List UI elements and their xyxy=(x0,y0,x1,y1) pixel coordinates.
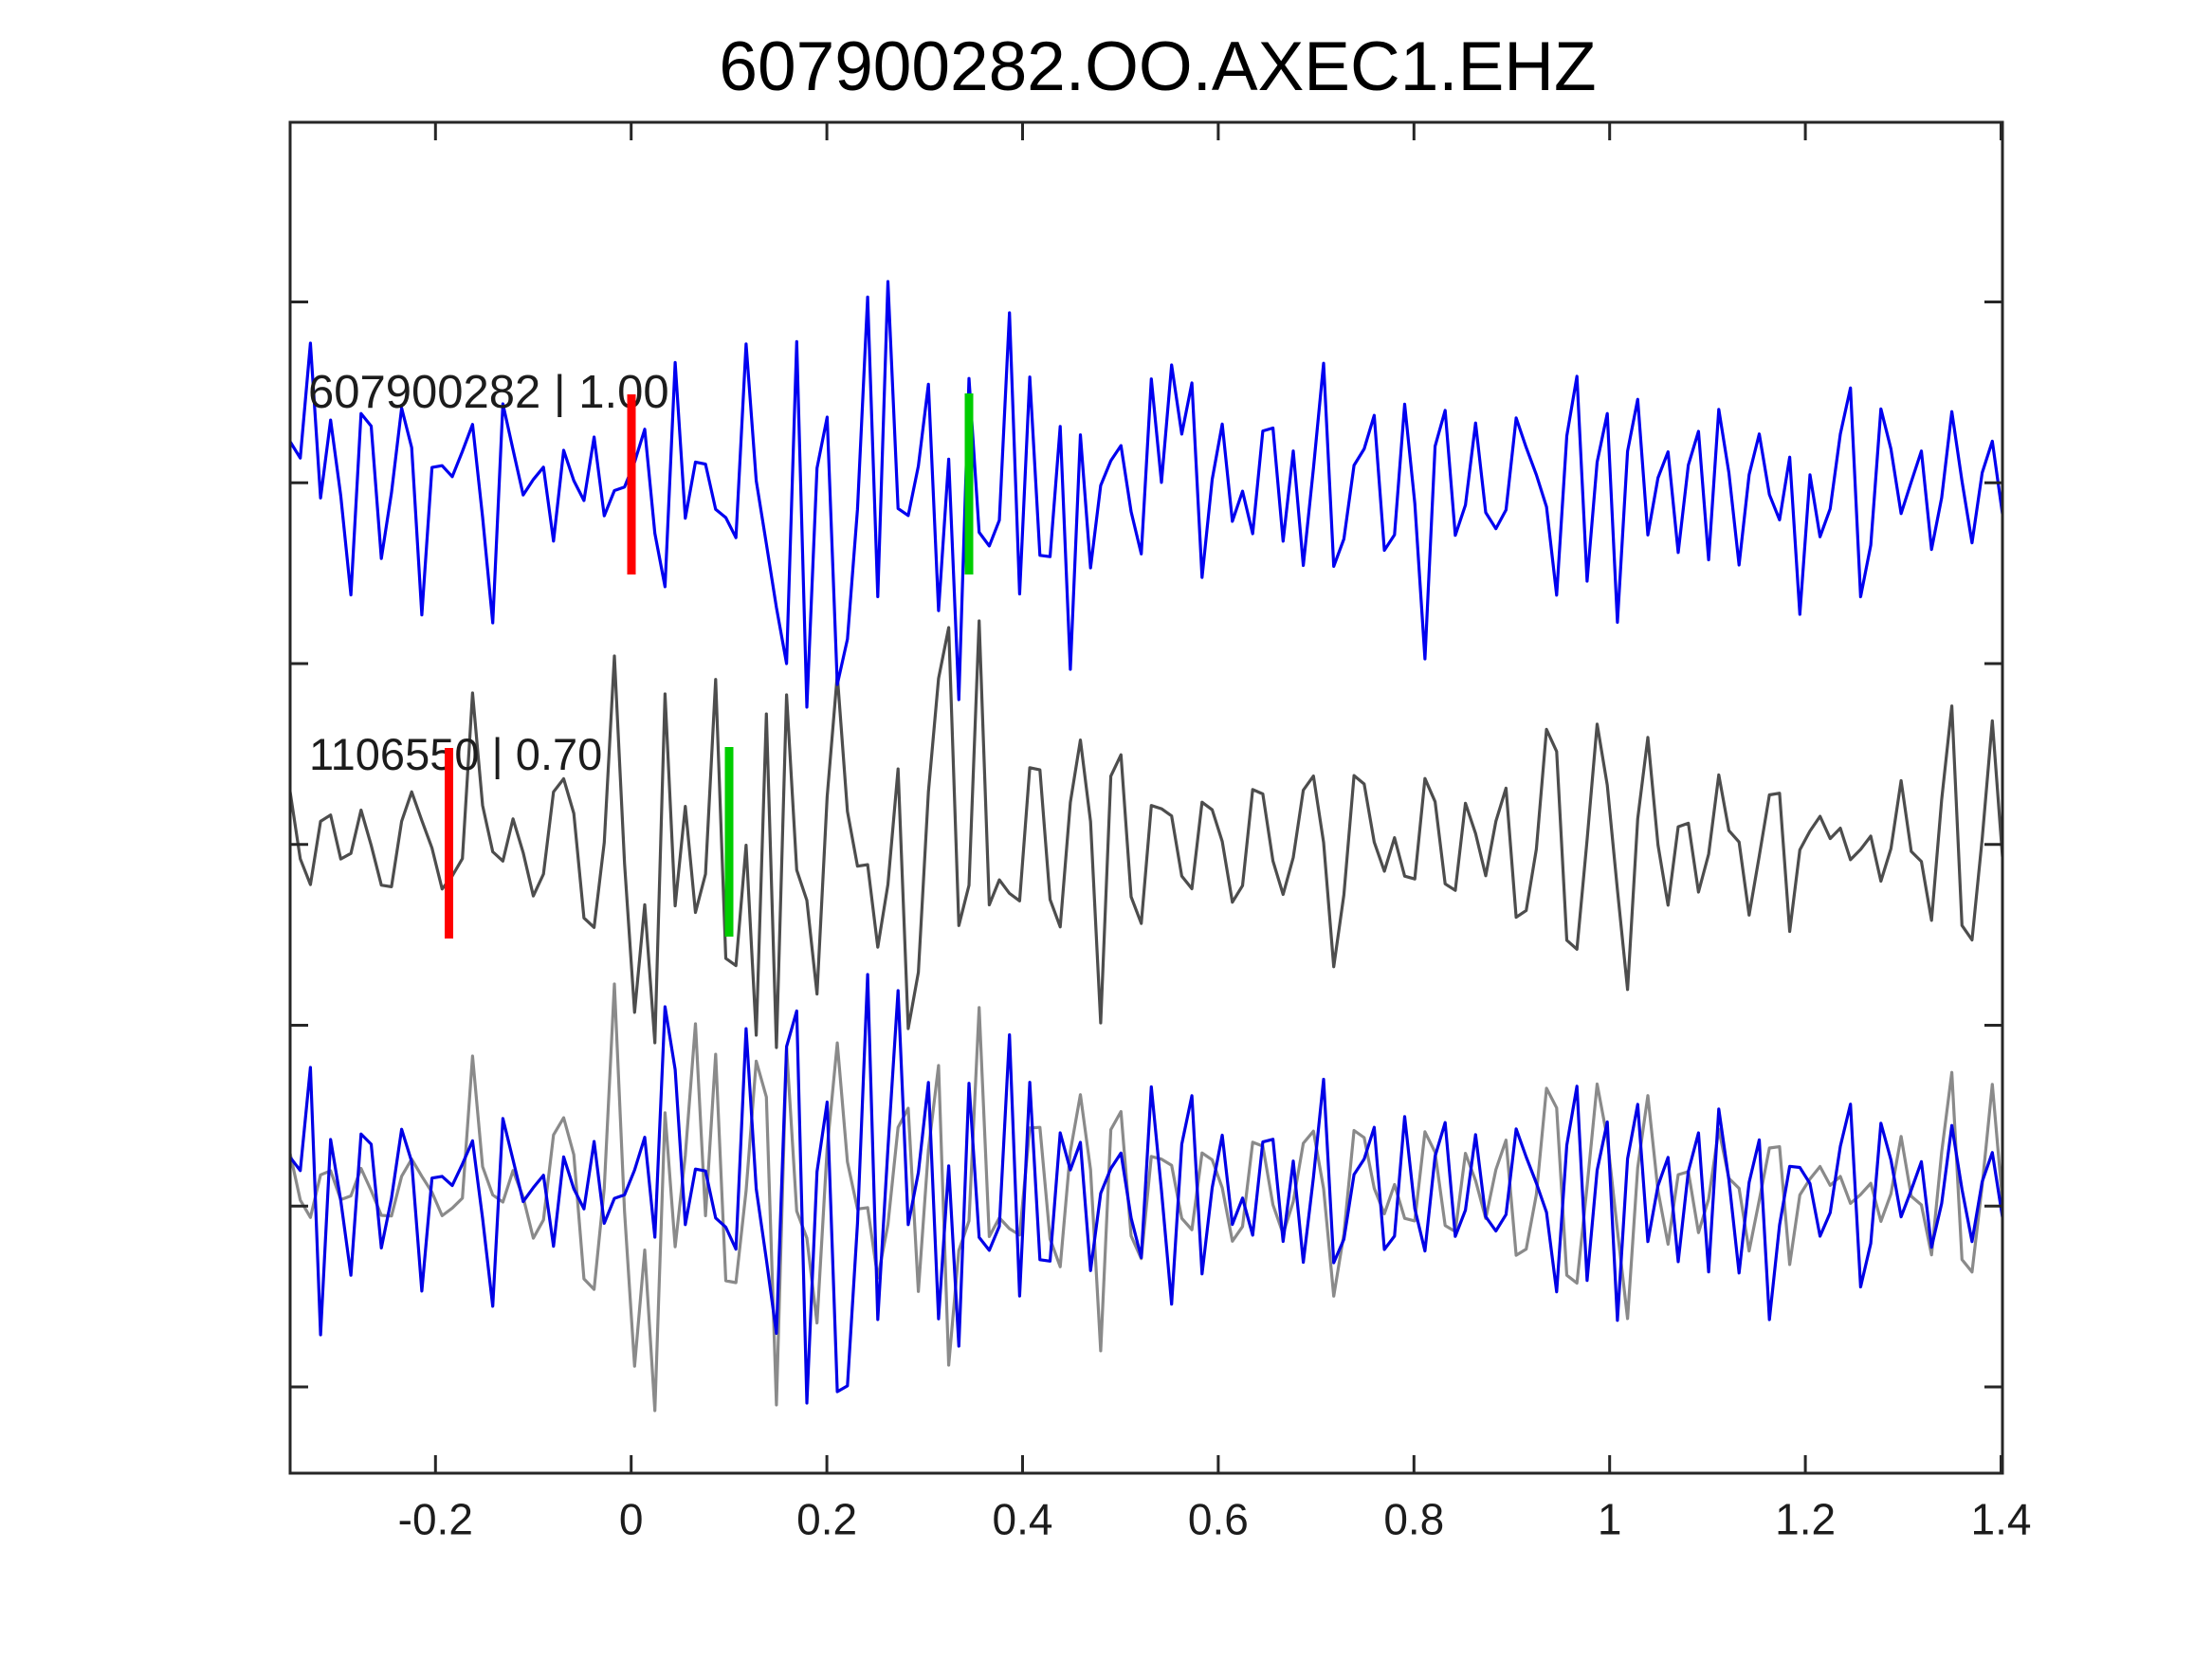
svg-text:0.2: 0.2 xyxy=(796,1495,857,1544)
svg-text:1.2: 1.2 xyxy=(1775,1495,1836,1544)
svg-text:0.8: 0.8 xyxy=(1383,1495,1444,1544)
svg-text:0.6: 0.6 xyxy=(1188,1495,1249,1544)
svg-text:0.4: 0.4 xyxy=(993,1495,1053,1544)
svg-text:607900282.OO.AXEC1.EHZ: 607900282.OO.AXEC1.EHZ xyxy=(719,28,1596,105)
svg-text:1106550 | 0.70: 1106550 | 0.70 xyxy=(309,729,602,779)
svg-text:-0.2: -0.2 xyxy=(398,1495,473,1544)
svg-text:0: 0 xyxy=(619,1495,644,1544)
svg-text:1: 1 xyxy=(1598,1495,1622,1544)
svg-text:1.4: 1.4 xyxy=(1971,1495,2032,1544)
svg-text:607900282 | 1.00: 607900282 | 1.00 xyxy=(308,367,669,418)
